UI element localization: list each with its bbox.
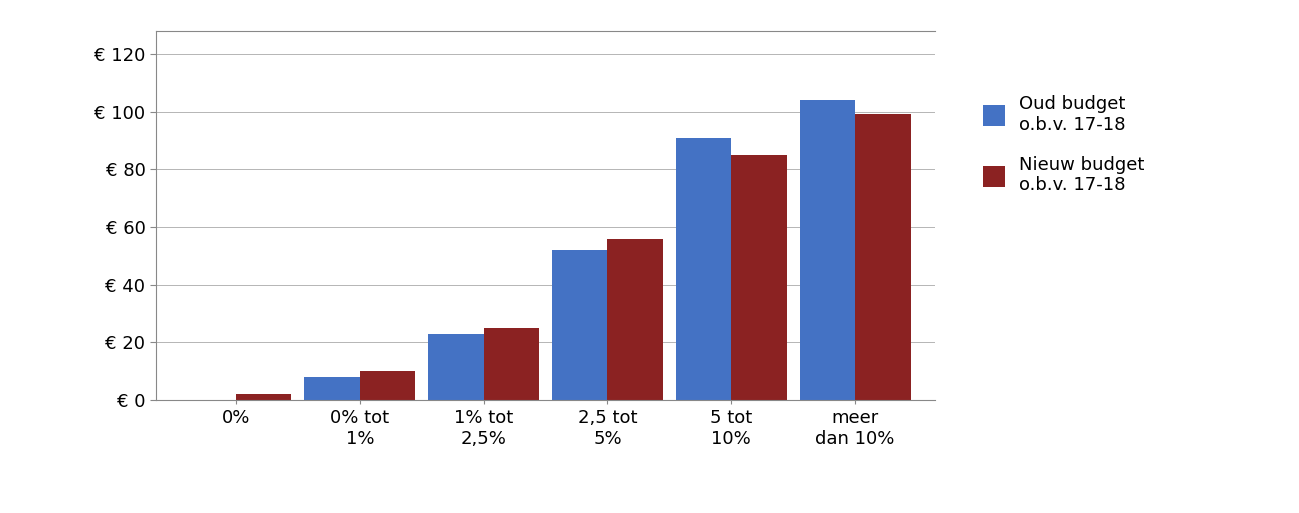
Bar bbox=[483, 328, 539, 400]
Bar bbox=[236, 394, 291, 400]
Bar bbox=[360, 371, 416, 400]
Bar bbox=[552, 250, 608, 400]
Legend: Oud budget
o.b.v. 17-18, Nieuw budget
o.b.v. 17-18: Oud budget o.b.v. 17-18, Nieuw budget o.… bbox=[983, 95, 1144, 194]
Bar bbox=[429, 334, 483, 400]
Bar bbox=[608, 239, 662, 400]
Bar bbox=[800, 100, 855, 400]
Bar bbox=[855, 114, 911, 400]
Bar bbox=[731, 155, 787, 400]
Bar bbox=[675, 137, 731, 400]
Bar bbox=[304, 377, 360, 400]
